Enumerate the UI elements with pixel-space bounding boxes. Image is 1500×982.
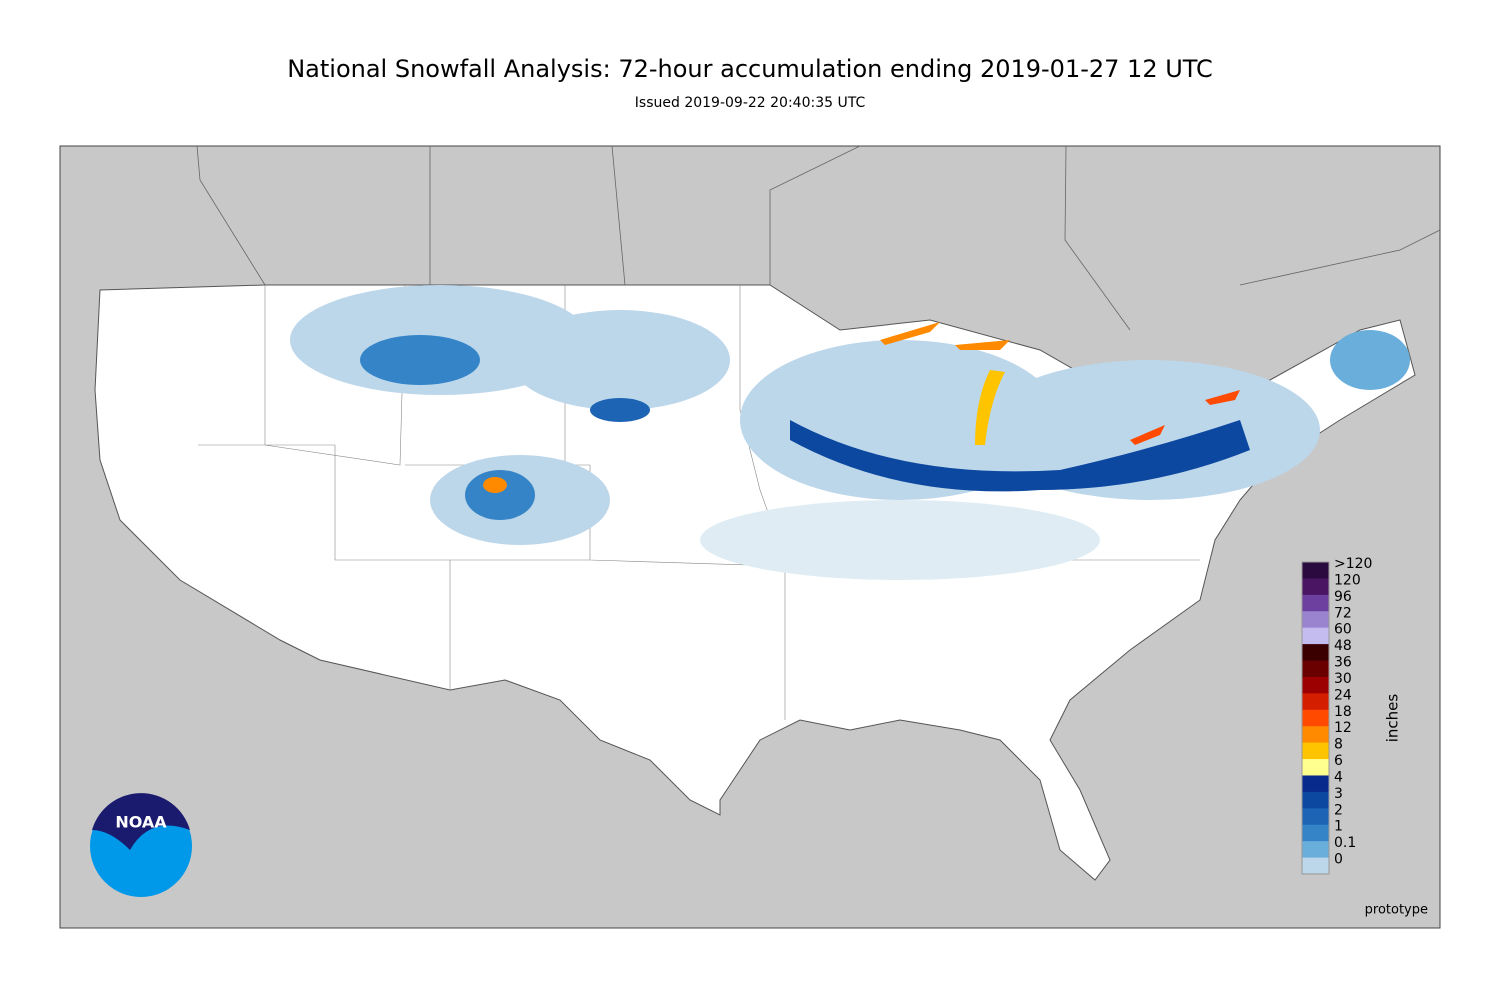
legend-swatch xyxy=(1302,676,1329,694)
legend-label: 1 xyxy=(1334,819,1343,835)
legend-label: 8 xyxy=(1334,737,1343,753)
legend-swatch xyxy=(1302,611,1329,629)
legend-unit: inches xyxy=(1384,694,1402,743)
legend-swatch xyxy=(1302,857,1329,875)
legend-swatch xyxy=(1302,693,1329,711)
legend-label: 60 xyxy=(1334,622,1352,638)
legend-swatch xyxy=(1302,644,1329,662)
legend-label: 96 xyxy=(1334,589,1352,605)
legend-swatch xyxy=(1302,726,1329,744)
legend-swatch xyxy=(1302,824,1329,842)
legend-label: 18 xyxy=(1334,704,1352,720)
legend-swatch xyxy=(1302,627,1329,645)
note: prototype xyxy=(1365,903,1428,918)
legend-swatch xyxy=(1302,742,1329,760)
legend-label: 4 xyxy=(1334,769,1343,785)
legend-label: 120 xyxy=(1334,572,1361,588)
legend-label: 12 xyxy=(1334,720,1352,736)
legend-label: 0 xyxy=(1334,852,1343,868)
legend-label: 30 xyxy=(1334,671,1352,687)
legend-label: 0.1 xyxy=(1334,835,1356,851)
legend-label: 72 xyxy=(1334,605,1352,621)
logo-text: NOAA xyxy=(115,813,167,832)
legend-swatch xyxy=(1302,759,1329,776)
noaa-logo: NOAA xyxy=(90,793,192,897)
legend-label: 24 xyxy=(1334,687,1352,703)
snowfall-shading xyxy=(290,285,1410,580)
legend-label: >120 xyxy=(1334,556,1372,572)
legend-swatch xyxy=(1302,808,1329,826)
title: National Snowfall Analysis: 72-hour accu… xyxy=(287,55,1213,83)
legend-border xyxy=(1301,561,1330,875)
legend-swatch xyxy=(1302,660,1329,678)
subtitle: Issued 2019-09-22 20:40:35 UTC xyxy=(635,95,866,111)
legend-swatch xyxy=(1302,578,1329,596)
legend-swatch xyxy=(1302,594,1329,612)
legend-swatch xyxy=(1302,562,1329,579)
legend-label: 6 xyxy=(1334,753,1343,769)
legend-label: 36 xyxy=(1334,655,1352,671)
legend-label: 48 xyxy=(1334,638,1352,654)
legend-label: 2 xyxy=(1334,802,1343,818)
legend-swatch xyxy=(1302,841,1329,859)
legend-swatch xyxy=(1302,791,1329,809)
legend-swatch xyxy=(1302,709,1329,727)
legend-swatch xyxy=(1302,775,1329,793)
legend-label: 3 xyxy=(1334,786,1343,802)
borders xyxy=(196,145,1441,331)
